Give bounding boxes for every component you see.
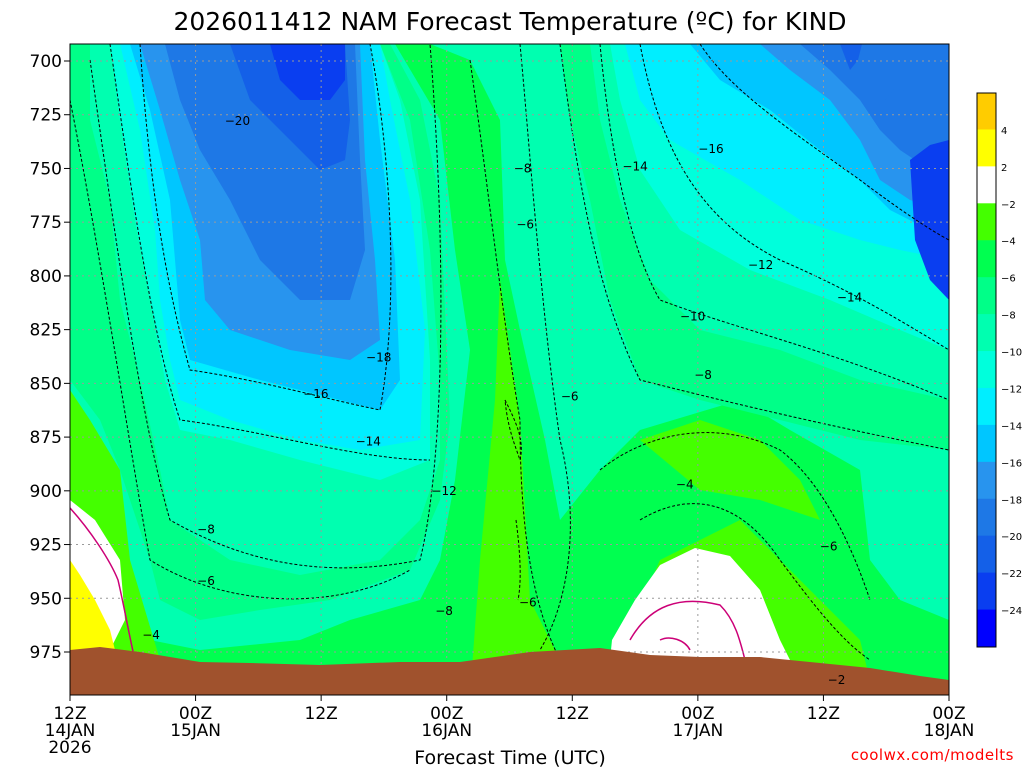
x-tick-label: 2026 bbox=[48, 738, 91, 758]
x-tick-label: 15JAN bbox=[170, 721, 221, 741]
colorbar-swatch bbox=[976, 166, 997, 205]
colorbar-label: 4 bbox=[1001, 126, 1007, 137]
colorbar-label: −8 bbox=[1001, 311, 1016, 322]
colorbar-label: −16 bbox=[1001, 458, 1022, 469]
colorbar-swatch bbox=[976, 461, 997, 500]
y-tick-label: 725 bbox=[30, 106, 62, 126]
contour-label: −12 bbox=[431, 484, 456, 498]
colorbar-swatch bbox=[976, 240, 997, 279]
colorbar-swatch bbox=[976, 572, 997, 611]
grid-lines bbox=[70, 44, 949, 695]
y-tick-label: 750 bbox=[30, 159, 62, 179]
contour-label: −14 bbox=[356, 434, 381, 448]
colorbar-swatch bbox=[976, 498, 997, 537]
y-tick-label: 950 bbox=[30, 589, 62, 609]
y-axis: 700 725 750 775 800 825 850 875 900 925 950 975 bbox=[30, 52, 70, 663]
colorbar-swatch bbox=[976, 387, 997, 426]
credit-text: coolwx.com/modelts bbox=[851, 746, 1014, 764]
plot-area bbox=[70, 44, 949, 695]
contour-label: −6 bbox=[519, 596, 537, 610]
x-tick-label: 00Z bbox=[681, 704, 714, 724]
colorbar-swatch bbox=[976, 129, 997, 168]
colorbar-swatch bbox=[976, 535, 997, 574]
x-tick-label: 00Z bbox=[932, 704, 965, 724]
colorbar-label: −18 bbox=[1001, 495, 1022, 506]
contour-label: −20 bbox=[225, 114, 250, 128]
contour-label: −6 bbox=[561, 389, 579, 403]
x-tick-label: 12Z bbox=[305, 704, 338, 724]
contour-label: −8 bbox=[694, 368, 712, 382]
x-tick-label: 18JAN bbox=[924, 721, 975, 741]
contour-label: −16 bbox=[698, 142, 723, 156]
contour-label: −18 bbox=[366, 351, 391, 365]
contour-label: −6 bbox=[820, 540, 838, 554]
colorbar-label: −24 bbox=[1001, 606, 1022, 617]
colorbar-swatch bbox=[976, 277, 997, 316]
contour-label: −6 bbox=[516, 217, 534, 231]
contour-label: −8 bbox=[514, 161, 532, 175]
x-tick-label: 00Z bbox=[430, 704, 463, 724]
y-tick-label: 850 bbox=[30, 374, 62, 394]
contour-label: −14 bbox=[837, 290, 862, 304]
colorbar-swatch bbox=[976, 351, 997, 389]
x-tick-label: 16JAN bbox=[421, 721, 472, 741]
y-tick-label: 925 bbox=[30, 536, 62, 556]
colorbar-label: −22 bbox=[1001, 569, 1022, 580]
contour-label: −8 bbox=[435, 604, 453, 618]
colorbar-swatch bbox=[976, 203, 997, 242]
contour-label: −12 bbox=[748, 258, 773, 272]
colorbar-label: −6 bbox=[1001, 274, 1016, 285]
y-tick-label: 825 bbox=[30, 321, 62, 341]
y-tick-label: 900 bbox=[30, 482, 62, 502]
contour-label: −4 bbox=[676, 477, 694, 491]
y-tick-label: 875 bbox=[30, 428, 62, 448]
colorbar-label: −4 bbox=[1001, 237, 1016, 248]
contour-label: −4 bbox=[142, 628, 160, 642]
colorbar-swatch bbox=[976, 92, 997, 131]
x-tick-label: 12Z bbox=[556, 704, 589, 724]
chart-title: 2026011412 NAM Forecast Temperature (ºC)… bbox=[173, 7, 846, 36]
y-tick-label: 975 bbox=[30, 643, 62, 663]
x-tick-label: 12Z bbox=[53, 704, 86, 724]
colorbar-swatch bbox=[976, 424, 997, 463]
contour-label: −10 bbox=[680, 310, 705, 324]
colorbar-label: −10 bbox=[1001, 348, 1022, 359]
contour-label: −6 bbox=[197, 574, 215, 588]
colorbar-label: −20 bbox=[1001, 532, 1022, 543]
colorbar-label: −12 bbox=[1001, 384, 1022, 395]
temperature-bands bbox=[70, 44, 949, 695]
contour-labels: −20 −8 −14 −16 −6 −12 −14 −10 −18 −8 −16 −6 −14 −4 −12… bbox=[142, 114, 862, 687]
plot-frame bbox=[69, 43, 950, 696]
x-axis-label: Forecast Time (UTC) bbox=[414, 747, 605, 768]
colorbar-label: −14 bbox=[1001, 421, 1022, 432]
x-tick-label: 17JAN bbox=[673, 721, 724, 741]
contour-label: −8 bbox=[197, 523, 215, 537]
x-tick-label: 14JAN bbox=[45, 721, 96, 741]
colorbar-legend: 4 2 −2 −4 −6 −8 −10 −12 −14 −16 −18 −20 −22 −24 bbox=[976, 92, 1022, 648]
y-tick-label: 700 bbox=[30, 52, 62, 72]
terrain bbox=[70, 647, 949, 695]
isotherm-contours bbox=[70, 44, 949, 661]
contour-label: −16 bbox=[303, 387, 328, 401]
freezing-lines bbox=[70, 507, 746, 661]
y-tick-label: 800 bbox=[30, 267, 62, 287]
contour-label: −14 bbox=[622, 159, 647, 173]
colorbar-swatch bbox=[976, 314, 997, 353]
y-tick-label: 775 bbox=[30, 213, 62, 233]
colorbar-label: −2 bbox=[1001, 200, 1016, 211]
x-tick-label: 00Z bbox=[179, 704, 212, 724]
colorbar-swatch bbox=[976, 609, 997, 648]
contour-label: −2 bbox=[828, 673, 846, 687]
x-tick-label: 12Z bbox=[807, 704, 840, 724]
colorbar-label: 2 bbox=[1001, 163, 1007, 174]
